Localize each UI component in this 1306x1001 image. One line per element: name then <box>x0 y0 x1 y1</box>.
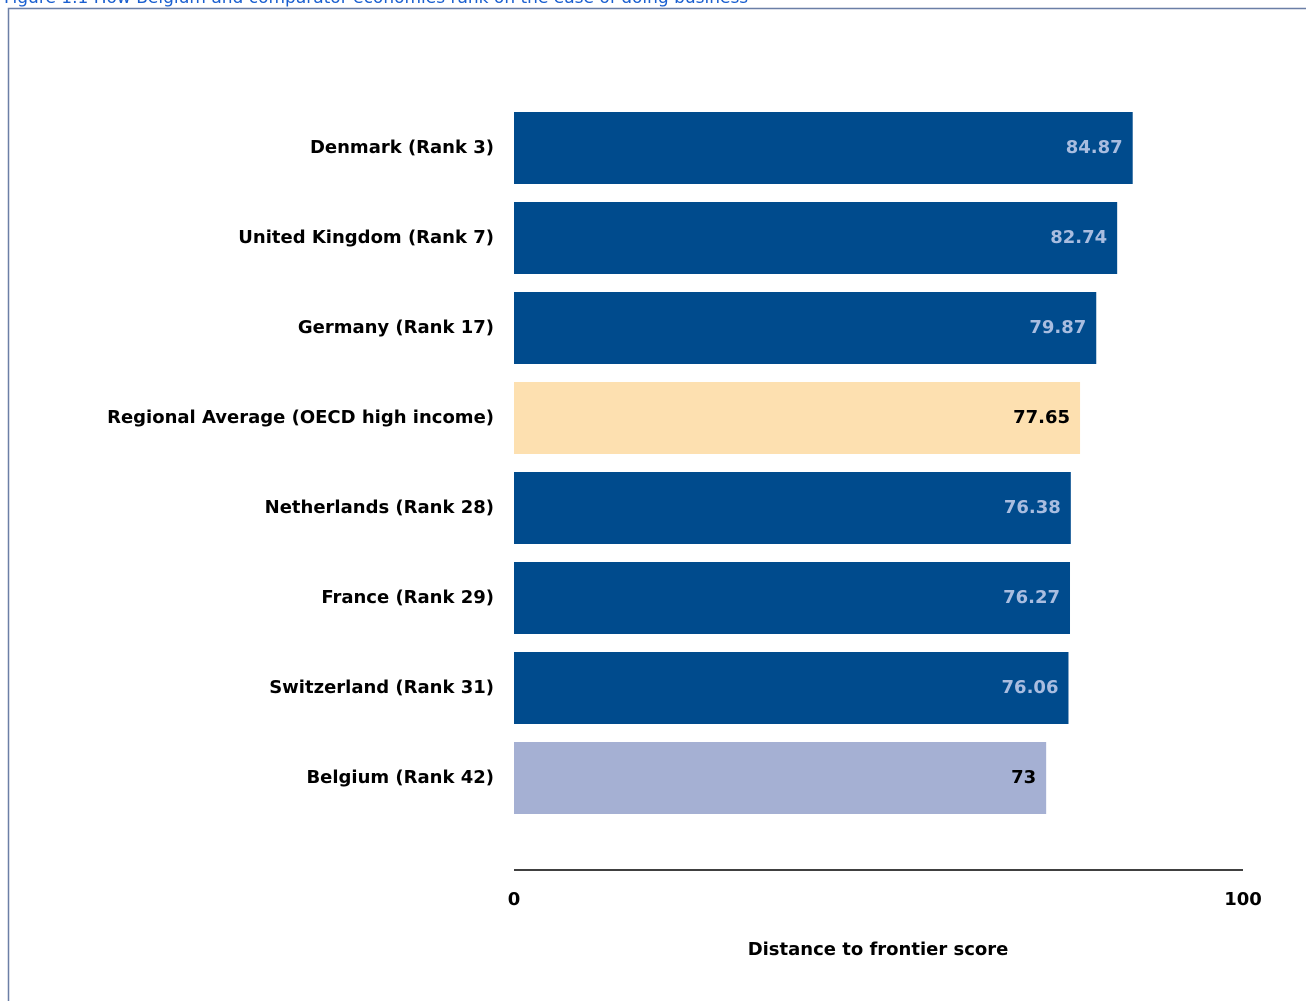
y-tick-label: Netherlands (Rank 28) <box>265 497 494 518</box>
value-label: 76.38 <box>1004 497 1061 518</box>
x-tick-label: 0 <box>508 889 521 910</box>
value-label: 76.27 <box>1003 587 1060 608</box>
value-label: 76.06 <box>1002 677 1059 698</box>
y-tick-label: United Kingdom (Rank 7) <box>238 227 494 248</box>
y-tick-label: Denmark (Rank 3) <box>310 137 494 158</box>
y-tick-label: Germany (Rank 17) <box>298 317 494 338</box>
y-tick-label: Regional Average (OECD high income) <box>107 407 494 428</box>
value-label: 77.65 <box>1013 407 1070 428</box>
bar <box>514 562 1071 634</box>
bar <box>514 742 1047 814</box>
value-label: 82.74 <box>1050 227 1107 248</box>
y-tick-label: France (Rank 29) <box>321 587 494 608</box>
bar <box>514 112 1133 184</box>
y-tick-label: Belgium (Rank 42) <box>306 767 494 788</box>
y-tick-label: Switzerland (Rank 31) <box>269 677 494 698</box>
value-label: 84.87 <box>1066 137 1123 158</box>
chart-title: Figure 1.1 How Belgium and comparator ec… <box>4 0 748 8</box>
x-tick-label: 100 <box>1224 889 1262 910</box>
bar <box>514 292 1097 364</box>
bar <box>514 472 1071 544</box>
x-axis-label: Distance to frontier score <box>748 939 1009 960</box>
bar <box>514 652 1069 724</box>
bar <box>514 382 1081 454</box>
frame <box>7 7 1306 1001</box>
value-label: 79.87 <box>1029 317 1086 338</box>
bar <box>514 202 1118 274</box>
value-label: 73 <box>1011 767 1036 788</box>
